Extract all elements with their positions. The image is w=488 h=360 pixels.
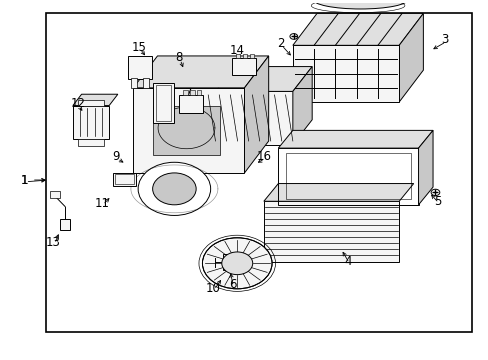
Text: 1: 1 <box>21 174 28 186</box>
Text: 15: 15 <box>131 41 146 54</box>
Circle shape <box>202 238 271 289</box>
Bar <box>249 54 253 58</box>
Bar <box>143 78 149 88</box>
Bar <box>223 255 234 270</box>
Polygon shape <box>264 184 413 201</box>
Text: 1: 1 <box>21 174 28 186</box>
Text: 14: 14 <box>229 44 244 57</box>
Bar <box>236 54 240 58</box>
Text: 3: 3 <box>441 33 448 46</box>
Polygon shape <box>73 94 118 105</box>
Text: 2: 2 <box>276 37 284 50</box>
Bar <box>113 172 136 186</box>
Polygon shape <box>244 56 268 173</box>
Polygon shape <box>215 67 311 91</box>
Bar <box>46 13 471 332</box>
Bar <box>128 56 151 79</box>
Bar <box>264 201 398 261</box>
Text: 9: 9 <box>112 150 120 163</box>
Bar <box>243 54 246 58</box>
Polygon shape <box>278 130 432 148</box>
Polygon shape <box>292 13 423 45</box>
Text: 5: 5 <box>433 195 441 208</box>
Bar <box>73 105 109 139</box>
Polygon shape <box>133 56 268 88</box>
Bar <box>50 191 60 198</box>
Circle shape <box>138 162 210 215</box>
Text: 10: 10 <box>205 282 220 294</box>
Text: 12: 12 <box>70 97 85 110</box>
Polygon shape <box>292 67 311 145</box>
Bar <box>196 90 201 95</box>
Bar <box>133 88 244 173</box>
Circle shape <box>430 189 439 195</box>
Bar <box>152 105 220 155</box>
Bar <box>78 100 104 105</box>
Bar <box>183 90 187 95</box>
Bar <box>285 153 410 199</box>
Text: 7: 7 <box>185 87 192 100</box>
Bar <box>189 90 194 95</box>
Bar <box>60 219 70 230</box>
Bar <box>232 58 255 76</box>
Ellipse shape <box>312 0 407 9</box>
Text: 4: 4 <box>344 255 351 268</box>
Text: 6: 6 <box>228 278 236 291</box>
Text: 11: 11 <box>94 197 109 210</box>
Bar <box>78 139 104 145</box>
Bar <box>156 85 171 121</box>
Bar <box>152 82 174 123</box>
Bar <box>131 78 137 88</box>
Bar <box>115 174 134 184</box>
Circle shape <box>152 173 196 205</box>
Text: 8: 8 <box>175 51 183 64</box>
Circle shape <box>222 252 252 275</box>
Text: 16: 16 <box>256 150 271 163</box>
Polygon shape <box>398 13 423 102</box>
Polygon shape <box>418 130 432 205</box>
Circle shape <box>289 33 297 39</box>
Text: 13: 13 <box>46 235 61 248</box>
Bar <box>179 95 203 113</box>
Bar <box>215 91 292 145</box>
Bar <box>278 148 418 205</box>
Bar <box>292 45 398 102</box>
